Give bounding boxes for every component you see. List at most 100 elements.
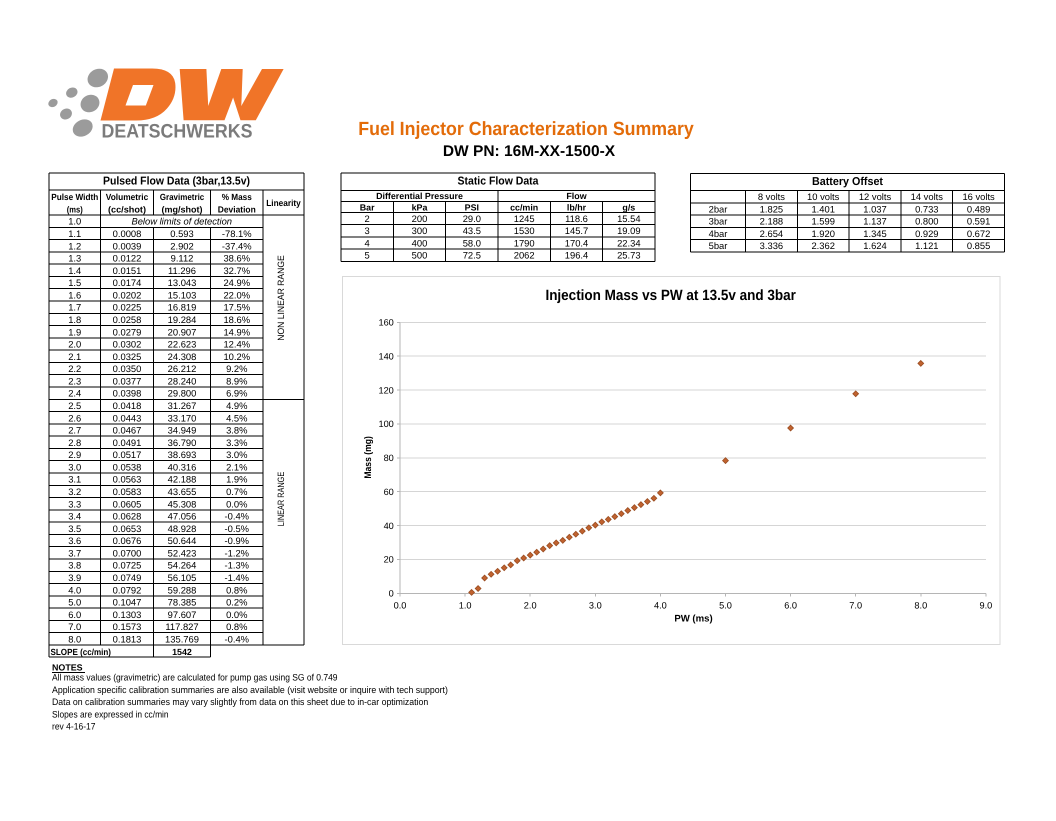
svg-text:2.654: 2.654 xyxy=(760,228,783,239)
svg-text:3.336: 3.336 xyxy=(760,240,783,251)
svg-text:Linearity: Linearity xyxy=(266,198,301,208)
svg-text:3.1: 3.1 xyxy=(68,474,81,485)
svg-text:2.0: 2.0 xyxy=(524,601,537,611)
svg-text:97.607: 97.607 xyxy=(168,609,197,620)
svg-text:4: 4 xyxy=(365,237,370,248)
svg-text:lb/hr: lb/hr xyxy=(567,202,587,212)
svg-text:0.0676: 0.0676 xyxy=(113,535,142,546)
svg-text:Application specific calibrati: Application specific calibration summari… xyxy=(52,684,448,695)
svg-text:500: 500 xyxy=(412,250,428,261)
svg-text:12 volts: 12 volts xyxy=(859,191,892,202)
svg-text:56.105: 56.105 xyxy=(168,572,197,583)
svg-text:Mass (mg): Mass (mg) xyxy=(363,436,374,479)
svg-text:48.928: 48.928 xyxy=(168,523,197,534)
svg-text:300: 300 xyxy=(412,225,428,236)
svg-text:0.0467: 0.0467 xyxy=(113,425,142,436)
svg-text:135.769: 135.769 xyxy=(165,633,199,644)
svg-text:0.0302: 0.0302 xyxy=(113,339,142,350)
svg-text:25.73: 25.73 xyxy=(617,250,640,261)
svg-text:0.0279: 0.0279 xyxy=(113,326,142,337)
svg-text:0.1303: 0.1303 xyxy=(113,609,142,620)
svg-text:DEATSCHWERKS: DEATSCHWERKS xyxy=(102,121,253,143)
svg-text:54.264: 54.264 xyxy=(168,560,197,571)
svg-text:3.4: 3.4 xyxy=(68,511,81,522)
svg-text:(mg/shot): (mg/shot) xyxy=(162,204,203,214)
svg-text:0.593: 0.593 xyxy=(170,228,193,239)
svg-text:8.9%: 8.9% xyxy=(226,375,247,386)
svg-text:2.5: 2.5 xyxy=(68,400,81,411)
svg-text:Below limits of detection: Below limits of detection xyxy=(131,216,232,227)
svg-text:0.0653: 0.0653 xyxy=(113,523,142,534)
svg-text:-0.4%: -0.4% xyxy=(225,511,250,522)
svg-text:0.0583: 0.0583 xyxy=(113,486,142,497)
svg-text:22.623: 22.623 xyxy=(168,339,197,350)
svg-text:36.790: 36.790 xyxy=(168,437,197,448)
svg-text:0.672: 0.672 xyxy=(967,228,990,239)
svg-text:0.0517: 0.0517 xyxy=(113,449,142,460)
svg-text:7.0: 7.0 xyxy=(849,601,862,611)
svg-text:33.170: 33.170 xyxy=(168,412,197,423)
svg-text:1245: 1245 xyxy=(514,213,535,224)
svg-text:2.902: 2.902 xyxy=(170,240,193,251)
svg-text:24.308: 24.308 xyxy=(168,351,197,362)
svg-text:2.6: 2.6 xyxy=(68,412,81,423)
svg-text:1.920: 1.920 xyxy=(811,228,834,239)
svg-text:3.8%: 3.8% xyxy=(226,425,247,436)
svg-text:1.5: 1.5 xyxy=(68,277,81,288)
svg-text:2: 2 xyxy=(365,213,370,224)
svg-text:2.7: 2.7 xyxy=(68,425,81,436)
svg-text:1.121: 1.121 xyxy=(915,240,938,251)
svg-text:140: 140 xyxy=(378,351,393,361)
svg-text:5bar: 5bar xyxy=(709,240,728,251)
svg-text:0.1047: 0.1047 xyxy=(113,597,142,608)
svg-text:0.0202: 0.0202 xyxy=(113,289,142,300)
svg-text:NOTES: NOTES xyxy=(52,663,83,673)
svg-text:rev 4-16-17: rev 4-16-17 xyxy=(52,721,96,732)
svg-text:1.037: 1.037 xyxy=(863,203,886,214)
svg-text:4.0: 4.0 xyxy=(654,601,667,611)
svg-text:17.5%: 17.5% xyxy=(223,302,250,313)
svg-text:1.1: 1.1 xyxy=(68,228,81,239)
svg-text:0.8%: 0.8% xyxy=(226,621,247,632)
svg-text:19.284: 19.284 xyxy=(168,314,197,325)
svg-text:0.0151: 0.0151 xyxy=(113,265,142,276)
svg-text:24.9%: 24.9% xyxy=(223,277,250,288)
svg-text:4bar: 4bar xyxy=(709,228,728,239)
svg-text:13.043: 13.043 xyxy=(168,277,197,288)
svg-text:14.9%: 14.9% xyxy=(223,326,250,337)
svg-text:1.624: 1.624 xyxy=(863,240,886,251)
svg-text:Injection Mass vs PW at 13.5v: Injection Mass vs PW at 13.5v and 3bar xyxy=(545,288,796,304)
svg-text:1542: 1542 xyxy=(172,647,192,657)
svg-text:72.5: 72.5 xyxy=(463,250,481,261)
svg-text:1.7: 1.7 xyxy=(68,302,81,313)
svg-text:3.2: 3.2 xyxy=(68,486,81,497)
svg-text:40: 40 xyxy=(384,521,394,531)
svg-text:4.5%: 4.5% xyxy=(226,412,247,423)
svg-text:45.308: 45.308 xyxy=(168,498,197,509)
svg-text:29.800: 29.800 xyxy=(168,388,197,399)
svg-text:(cc/shot): (cc/shot) xyxy=(108,204,146,214)
svg-text:DW PN: 16M-XX-1500-X: DW PN: 16M-XX-1500-X xyxy=(443,143,616,160)
svg-text:3.5: 3.5 xyxy=(68,523,81,534)
svg-text:Static Flow Data: Static Flow Data xyxy=(458,175,540,187)
svg-text:0.591: 0.591 xyxy=(967,216,990,227)
svg-text:% Mass: % Mass xyxy=(222,192,252,202)
svg-text:PW (ms): PW (ms) xyxy=(674,614,712,625)
svg-text:0.855: 0.855 xyxy=(967,240,990,251)
svg-text:0.0398: 0.0398 xyxy=(113,388,142,399)
svg-text:43.5: 43.5 xyxy=(463,225,481,236)
svg-text:0.0538: 0.0538 xyxy=(113,461,142,472)
svg-text:2.9: 2.9 xyxy=(68,449,81,460)
svg-text:0.0792: 0.0792 xyxy=(113,584,142,595)
svg-text:31.267: 31.267 xyxy=(168,400,197,411)
svg-text:38.693: 38.693 xyxy=(168,449,197,460)
svg-text:1.401: 1.401 xyxy=(811,203,834,214)
svg-text:Data on calibration summaries: Data on calibration summaries may vary s… xyxy=(52,696,428,707)
svg-text:Fuel Injector Characterization: Fuel Injector Characterization Summary xyxy=(358,119,694,140)
svg-text:2.2: 2.2 xyxy=(68,363,81,374)
svg-text:3.0: 3.0 xyxy=(68,461,81,472)
svg-text:1.9: 1.9 xyxy=(68,326,81,337)
svg-text:170.4: 170.4 xyxy=(565,237,588,248)
svg-text:Gravimetric: Gravimetric xyxy=(160,192,205,202)
svg-text:58.0: 58.0 xyxy=(463,237,481,248)
